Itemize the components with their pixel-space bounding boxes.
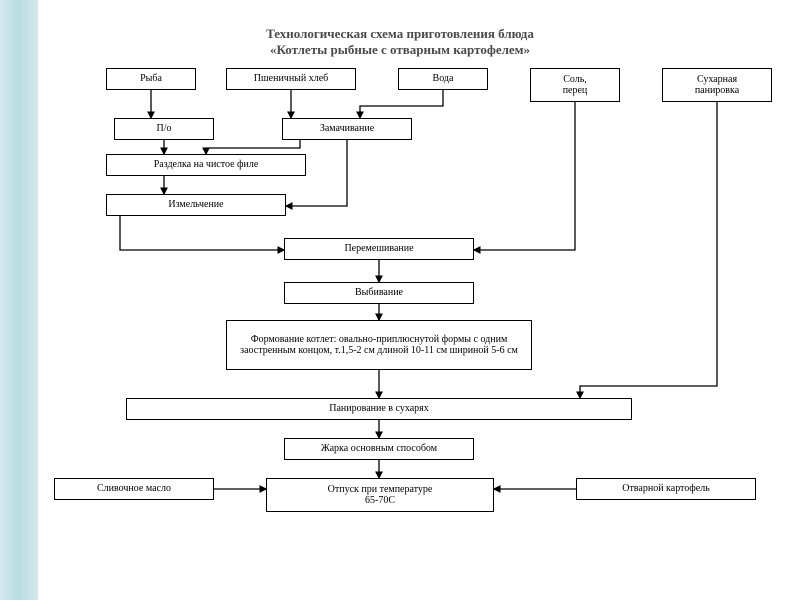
node-bread: Пшеничный хлеб xyxy=(226,68,356,90)
node-beat: Выбивание xyxy=(284,282,474,304)
node-po: П/о xyxy=(114,118,214,140)
edge-grind xyxy=(120,216,284,250)
node-crumbs: Сухарная панировка xyxy=(662,68,772,102)
node-salt: Соль, перец xyxy=(530,68,620,102)
title-line-2: «Котлеты рыбные с отварным картофелем» xyxy=(0,42,800,58)
node-fillet: Разделка на чистое филе xyxy=(106,154,306,176)
node-grind: Измельчение xyxy=(106,194,286,216)
node-soak: Замачивание xyxy=(282,118,412,140)
node-potato: Отварной картофель xyxy=(576,478,756,500)
edge-crumbs xyxy=(580,102,717,398)
node-water: Вода xyxy=(398,68,488,90)
node-fry: Жарка основным способом xyxy=(284,438,474,460)
title-line-1: Технологическая схема приготовления блюд… xyxy=(0,26,800,42)
node-bread2: Панирование в сухарях xyxy=(126,398,632,420)
node-form: Формование котлет: овально-приплюснутой … xyxy=(226,320,532,370)
node-butter: Сливочное масло xyxy=(54,478,214,500)
node-fish: Рыба xyxy=(106,68,196,90)
edge-salt xyxy=(474,102,575,250)
node-serve: Отпуск при температуре 65-70С xyxy=(266,478,494,512)
node-mix: Перемешивание xyxy=(284,238,474,260)
edge-soak xyxy=(206,140,300,154)
edge-water xyxy=(360,90,443,118)
side-decoration xyxy=(0,0,38,600)
